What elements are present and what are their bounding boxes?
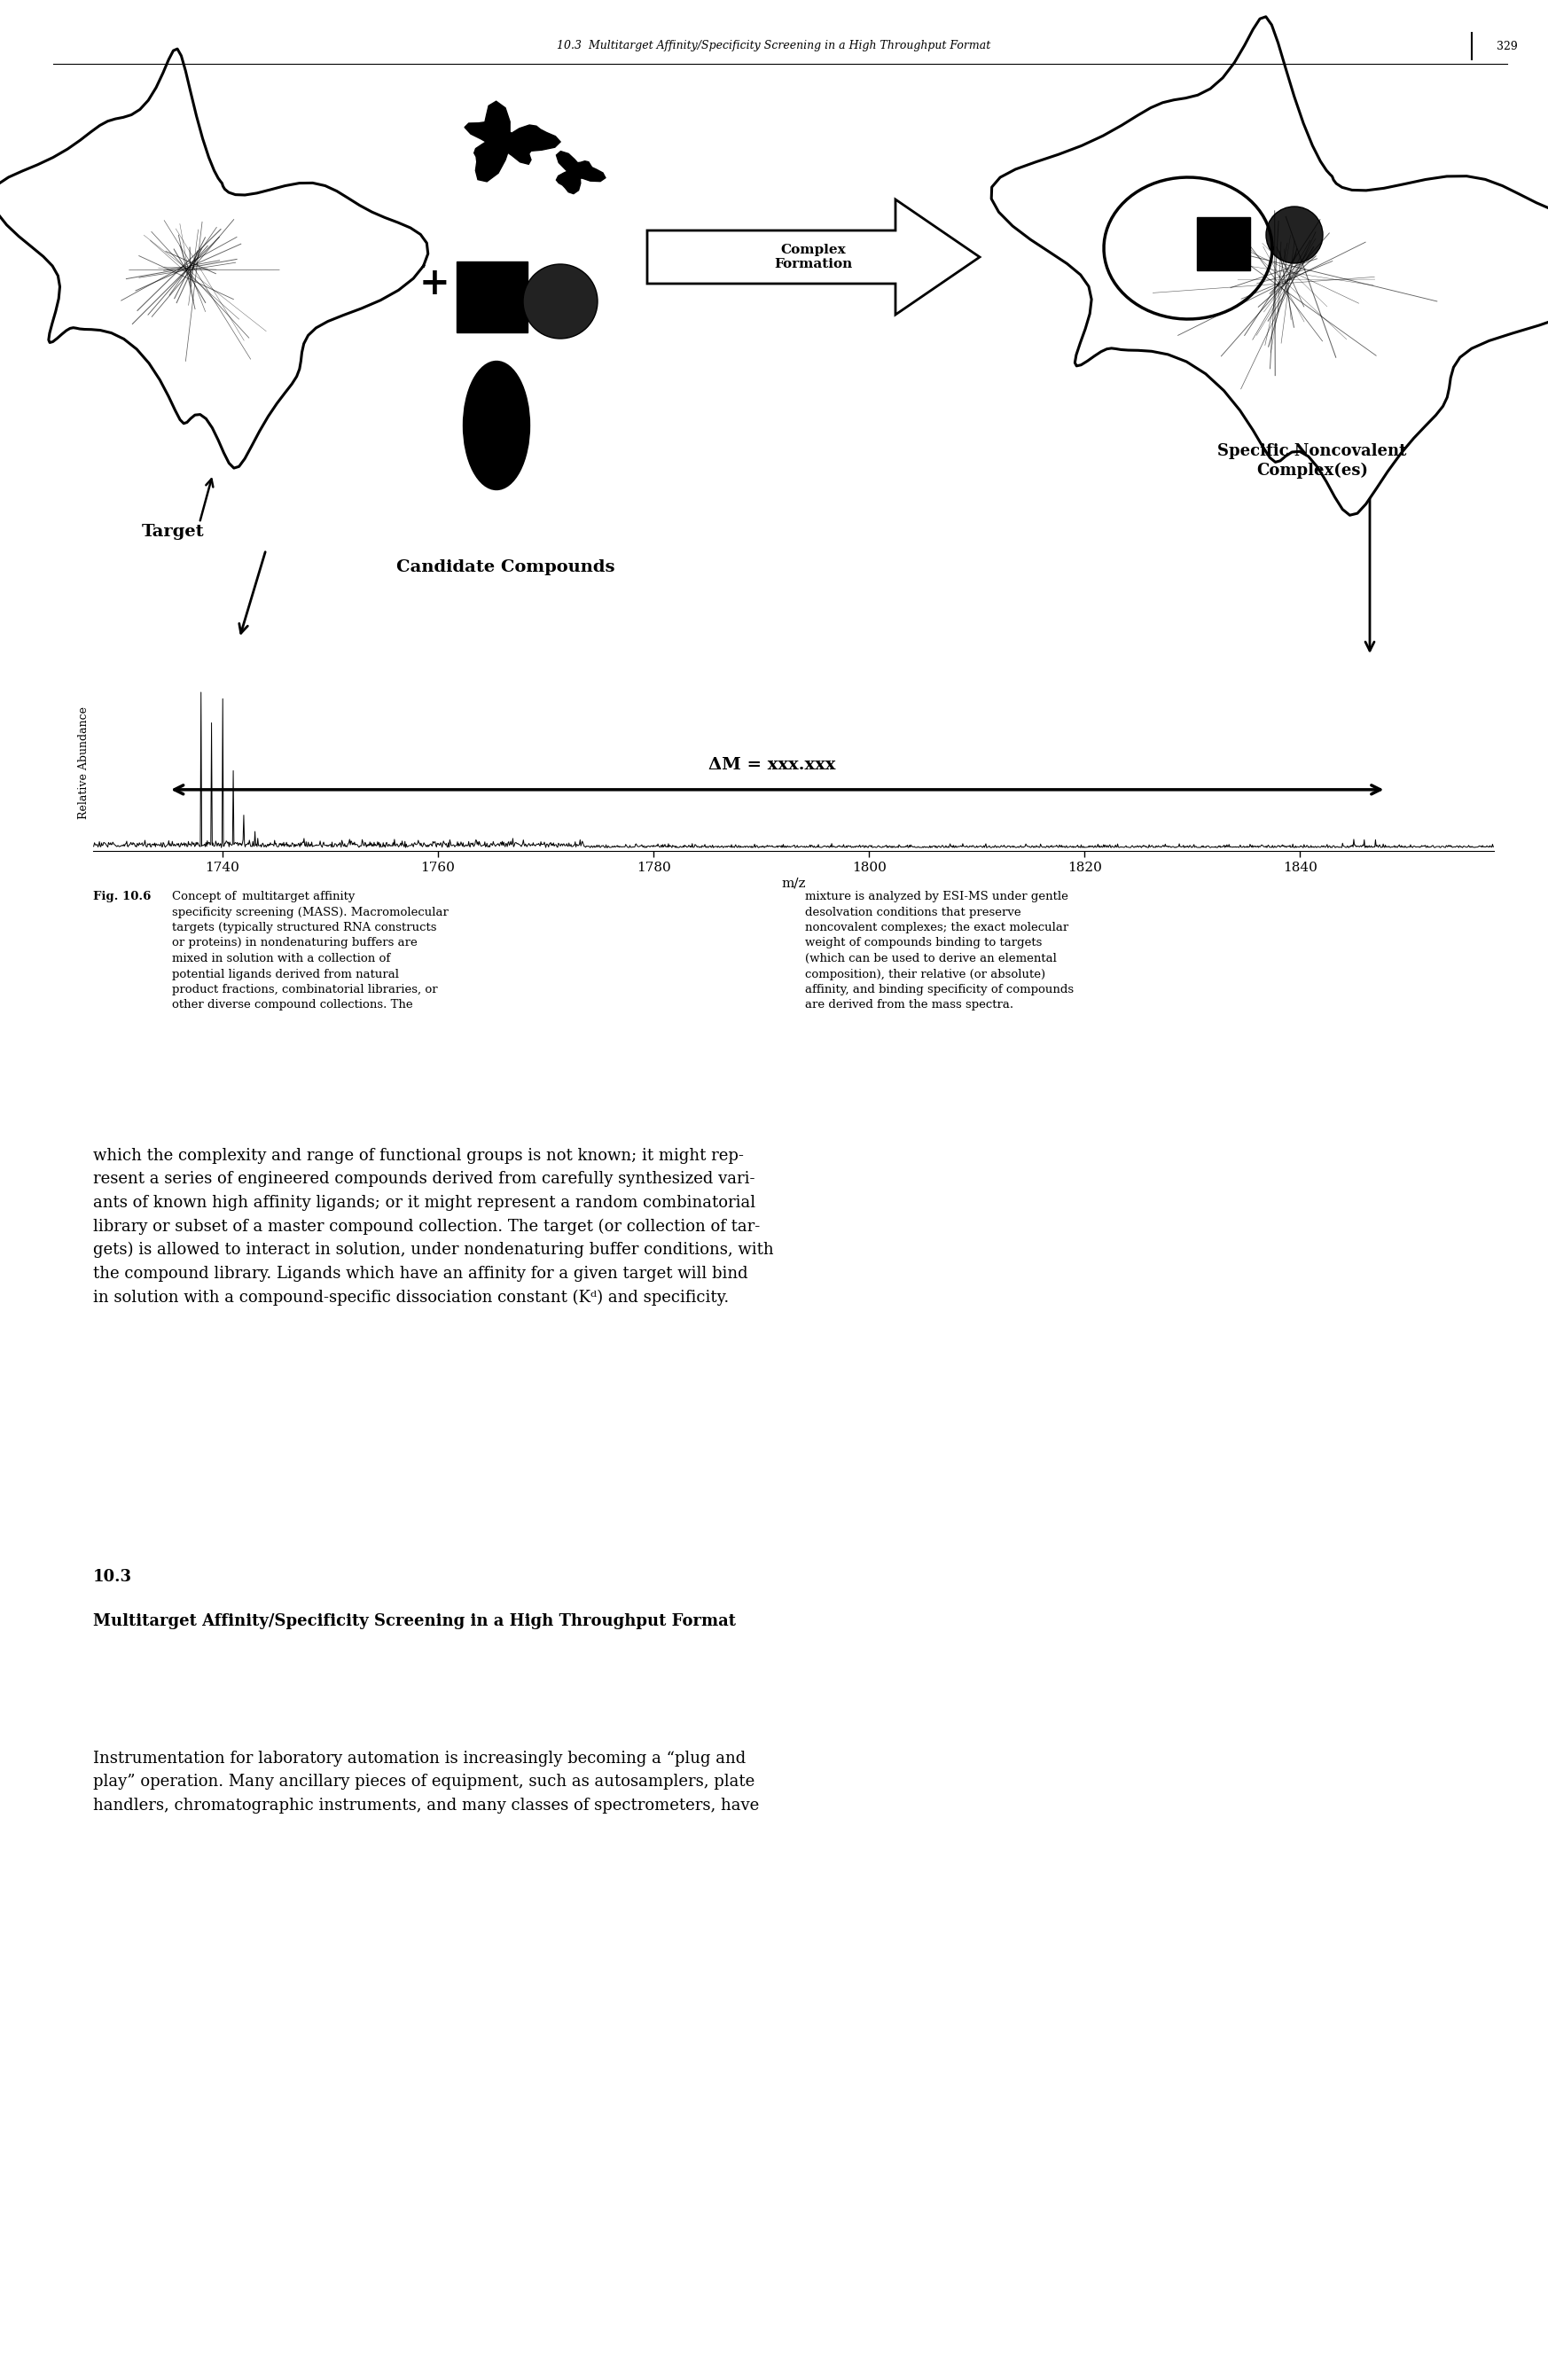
Text: 10.3: 10.3 [93, 1568, 132, 1585]
Text: Instrumentation for laboratory automation is increasingly becoming a “plug and
p: Instrumentation for laboratory automatio… [93, 1752, 759, 1814]
Polygon shape [556, 152, 605, 193]
Text: Complex
Formation: Complex Formation [774, 243, 853, 271]
Text: ΔM = xxx.xxx: ΔM = xxx.xxx [709, 757, 836, 774]
Text: Fig. 10.6: Fig. 10.6 [93, 890, 155, 902]
Polygon shape [1197, 217, 1251, 271]
Circle shape [1266, 207, 1324, 264]
Text: 329: 329 [1497, 40, 1517, 52]
Text: Target: Target [141, 524, 204, 540]
Text: mixture is analyzed by ESI-MS under gentle
desolvation conditions that preserve
: mixture is analyzed by ESI-MS under gent… [805, 890, 1074, 1012]
Text: which the complexity and range of functional groups is not known; it might rep-
: which the complexity and range of functi… [93, 1147, 774, 1304]
Circle shape [523, 264, 598, 338]
Y-axis label: Relative Abundance: Relative Abundance [77, 707, 90, 819]
Text: Specific Noncovalent
Complex(es): Specific Noncovalent Complex(es) [1218, 443, 1407, 478]
Polygon shape [464, 102, 560, 181]
X-axis label: m/z: m/z [782, 878, 805, 890]
Text: +: + [420, 264, 450, 302]
Text: Multitarget Affinity/Specificity Screening in a High Throughput Format: Multitarget Affinity/Specificity Screeni… [93, 1614, 735, 1628]
Text: 10.3  Multitarget Affinity/Specificity Screening in a High Throughput Format: 10.3 Multitarget Affinity/Specificity Sc… [557, 40, 991, 52]
Polygon shape [457, 262, 528, 333]
Text: Candidate Compounds: Candidate Compounds [396, 559, 615, 576]
Ellipse shape [463, 362, 529, 490]
Text: Concept of  multitarget affinity
specificity screening (MASS). Macromolecular
ta: Concept of multitarget affinity specific… [172, 890, 449, 1012]
Polygon shape [647, 200, 980, 314]
